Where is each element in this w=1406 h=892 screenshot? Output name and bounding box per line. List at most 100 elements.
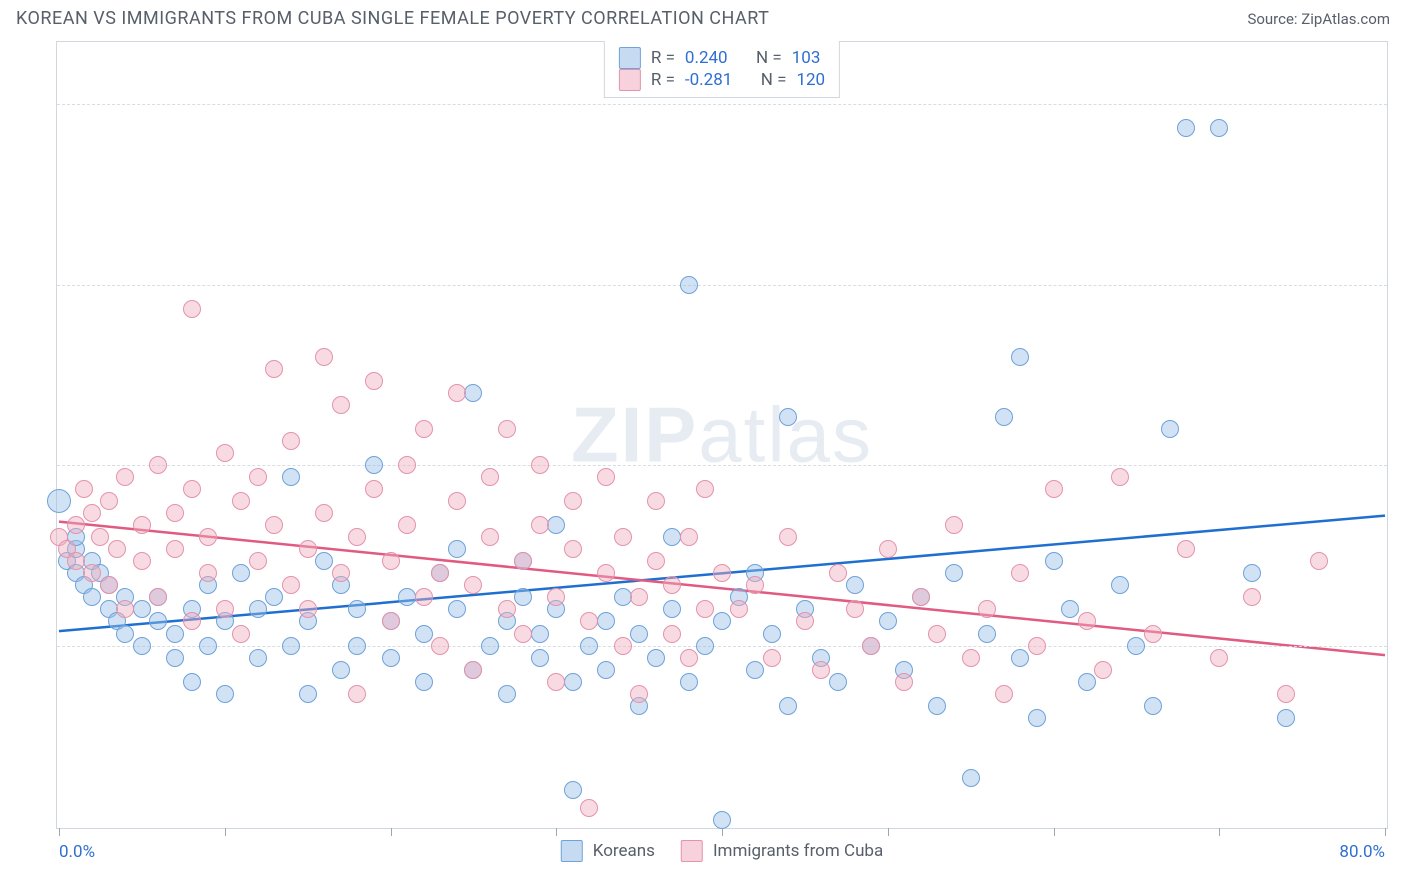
data-point [862,637,880,655]
data-point [962,649,980,667]
watermark: ZIPatlas [571,390,873,481]
data-point [116,625,134,643]
data-point [829,673,847,691]
data-point [348,685,366,703]
data-point [348,600,366,618]
data-point [149,456,167,474]
gridline [57,285,1387,286]
data-point [663,576,681,594]
data-point [580,799,598,817]
data-point [67,516,85,534]
data-point [249,600,267,618]
data-point [282,468,300,486]
data-point [647,649,665,667]
data-point [183,673,201,691]
data-point [696,600,714,618]
data-point [232,564,250,582]
legend-r-label: R = [651,70,675,90]
legend-n-label: N = [761,70,787,90]
data-point [580,612,598,630]
data-point [448,492,466,510]
data-point [1011,564,1029,582]
data-point [365,372,383,390]
data-point [597,661,615,679]
data-point [348,637,366,655]
data-point [249,468,267,486]
data-point [696,480,714,498]
data-point [382,649,400,667]
data-point [183,300,201,318]
source-name: ZipAtlas.com [1301,10,1390,28]
data-point [547,588,565,606]
data-point [564,540,582,558]
legend-swatch-cuba [681,840,703,862]
data-point [564,673,582,691]
data-point [133,637,151,655]
data-point [1078,612,1096,630]
data-point [166,649,184,667]
data-point [812,661,830,679]
data-point [1061,600,1079,618]
legend-series: Koreans Immigrants from Cuba [561,840,883,862]
data-point [663,600,681,618]
data-point [282,576,300,594]
data-point [216,685,234,703]
x-tick [722,828,723,836]
data-point [199,637,217,655]
legend-label-cuba: Immigrants from Cuba [713,841,883,861]
data-point [299,540,317,558]
legend-n-value-koreans: 103 [792,48,821,68]
data-point [680,276,698,294]
data-point [365,456,383,474]
y-tick-label: 60.0% [1397,94,1406,114]
data-point [680,528,698,546]
legend-n-label: N = [756,48,782,68]
data-point [83,504,101,522]
x-tick [1385,828,1386,836]
data-point [746,661,764,679]
data-point [448,540,466,558]
data-point [315,504,333,522]
data-point [564,492,582,510]
data-point [779,528,797,546]
data-point [1177,540,1195,558]
data-point [464,576,482,594]
x-tick-label: 0.0% [59,842,95,862]
data-point [713,612,731,630]
data-point [1277,709,1295,727]
gridline [57,646,1387,647]
data-point [1045,480,1063,498]
legend-n-value-cuba: 120 [796,70,825,90]
data-point [1127,637,1145,655]
data-point [1277,685,1295,703]
data-point [149,612,167,630]
data-point [1011,649,1029,667]
data-point [895,673,913,691]
data-point [116,468,134,486]
data-point [647,552,665,570]
data-point [382,612,400,630]
data-point [1144,625,1162,643]
data-point [108,540,126,558]
data-point [282,432,300,450]
data-point [1161,420,1179,438]
y-tick-label: 15.0% [1397,636,1406,656]
data-point [398,588,416,606]
data-point [116,600,134,618]
data-point [531,456,549,474]
data-point [663,528,681,546]
data-point [597,468,615,486]
data-point [879,540,897,558]
legend-item-koreans: Koreans [561,840,655,862]
legend-item-cuba: Immigrants from Cuba [681,840,883,862]
data-point [730,600,748,618]
data-point [166,625,184,643]
data-point [481,637,499,655]
legend-stat-row: R = 0.240 N = 103 [619,47,825,69]
data-point [431,637,449,655]
data-point [846,600,864,618]
data-point [779,408,797,426]
trendlines-svg [57,42,1387,828]
legend-swatch-koreans [619,47,641,69]
data-point [1243,564,1261,582]
